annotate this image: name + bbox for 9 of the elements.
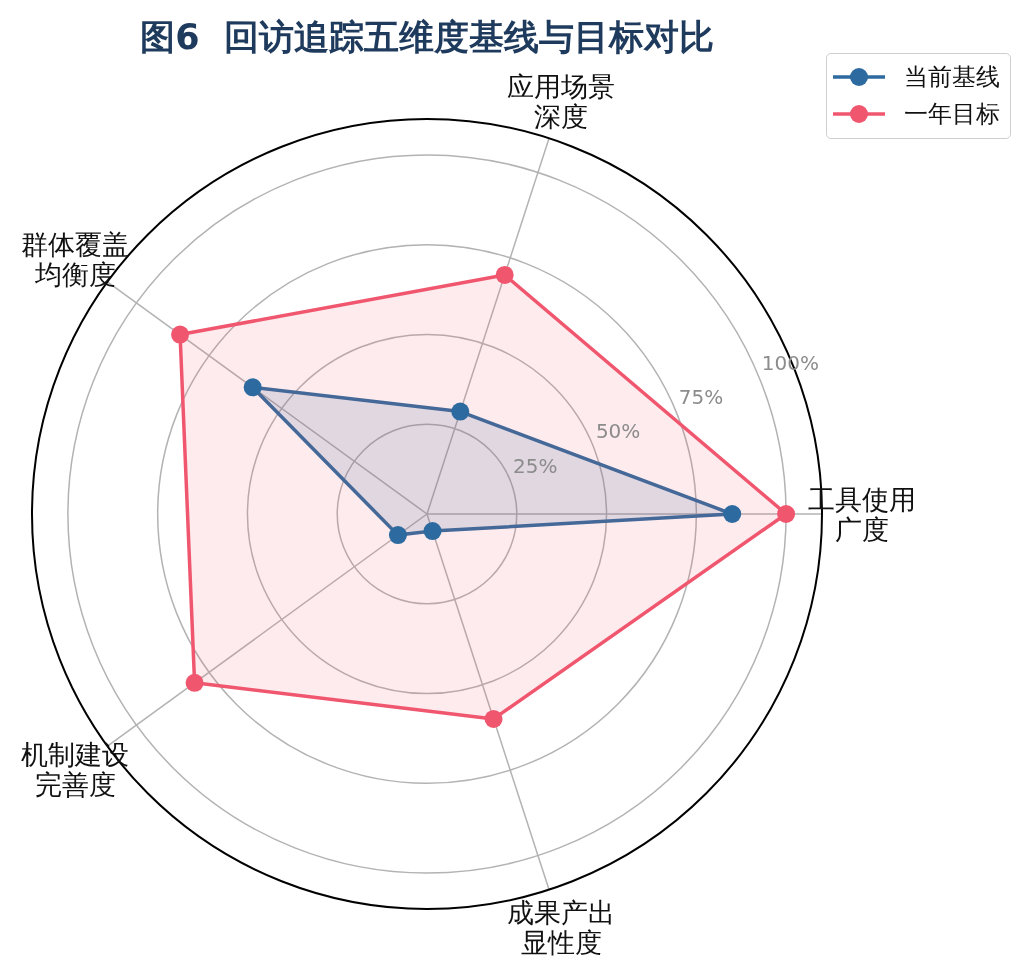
spoke-label: 成果产出显性度 <box>507 896 616 958</box>
y-tick-label: 75% <box>678 384 724 409</box>
legend-label: 当前基线 <box>904 61 1000 93</box>
legend-label: 一年目标 <box>904 98 1000 130</box>
chart-title: 图6 回访追踪五维度基线与目标对比 <box>139 16 715 59</box>
spoke-label: 群体覆盖均衡度 <box>21 228 130 290</box>
y-tick-label: 50% <box>595 419 641 444</box>
y-tick-label: 25% <box>512 453 558 478</box>
spoke-label: 应用场景深度 <box>507 70 616 132</box>
